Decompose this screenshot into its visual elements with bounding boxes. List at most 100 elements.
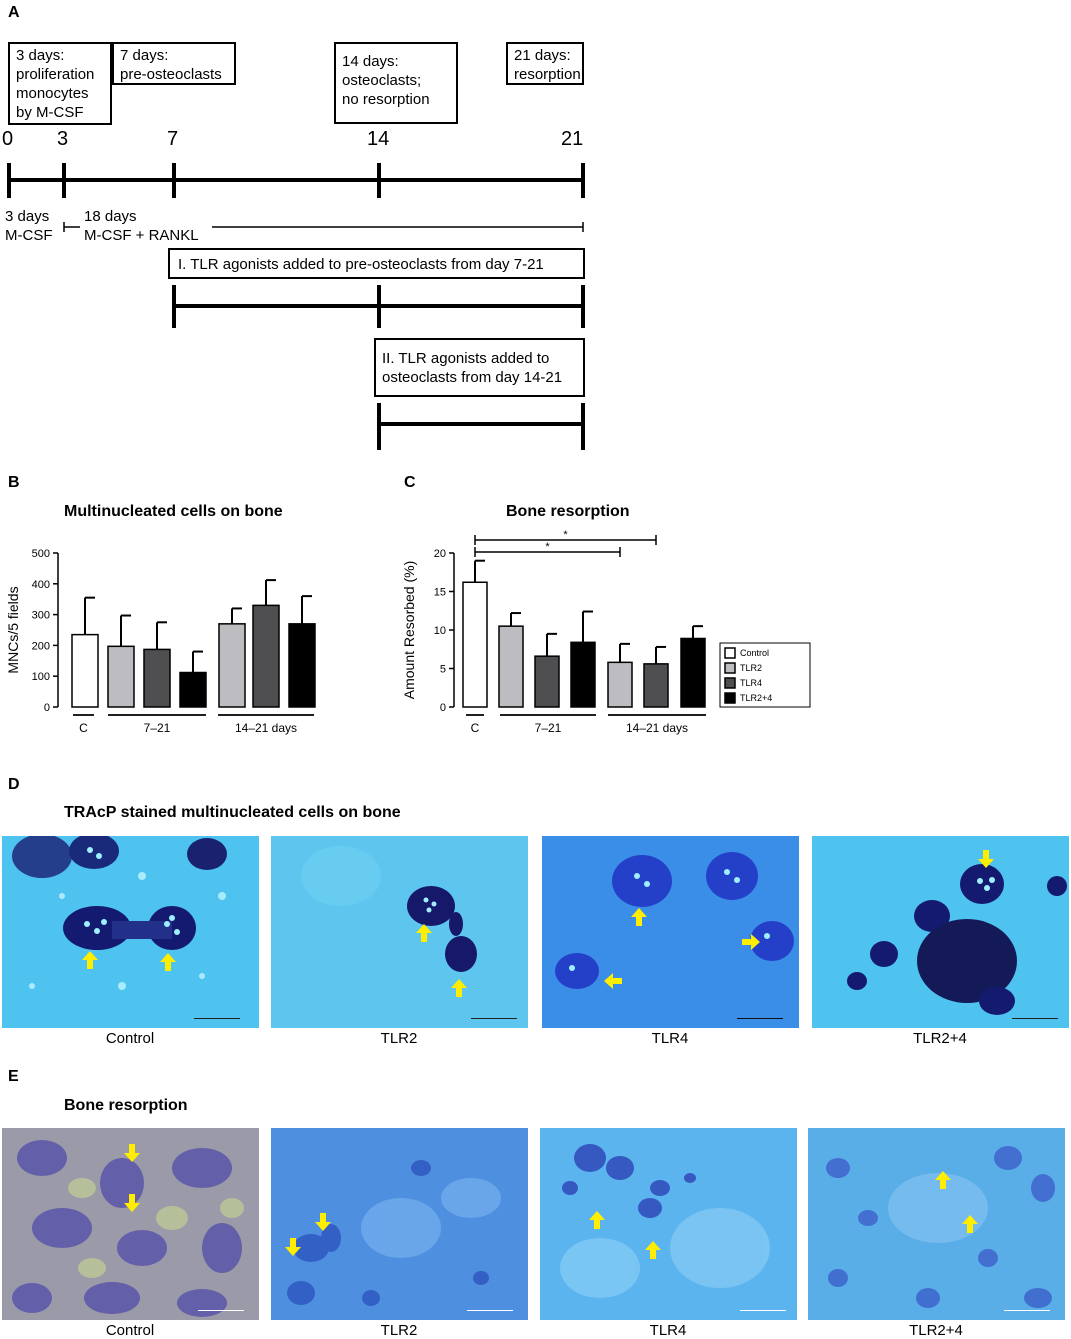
panel-a-letter: A (8, 4, 20, 21)
group-label: C (471, 721, 480, 735)
bar (143, 648, 171, 708)
chart-b-title: Multinucleated cells on bone (64, 503, 283, 520)
group-label: 14–21 days (626, 721, 688, 735)
panel-d-title: TRAcP stained multinucleated cells on bo… (64, 804, 401, 821)
caption-e-tlr24: TLR2+4 (909, 1322, 963, 1339)
scale-bar (1004, 1310, 1050, 1311)
bar (288, 623, 316, 708)
scale-bar (471, 1018, 517, 1019)
y-axis-label: Amount Resorbed (%) (401, 561, 417, 700)
note-mcsf: 3 days M-CSF (5, 208, 53, 244)
y-tick-label: 400 (32, 579, 50, 591)
bar (107, 645, 135, 708)
bar (643, 663, 669, 708)
timeline-box-day7: 7 days: pre-osteoclasts (112, 42, 236, 85)
bar (252, 604, 280, 708)
y-tick-label: 300 (32, 610, 50, 622)
legend-swatch (724, 647, 736, 659)
caption-d-tlr24: TLR2+4 (913, 1030, 967, 1047)
y-axis-label: MNCs/5 fields (5, 586, 21, 673)
caption-d-tlr4: TLR4 (651, 1030, 689, 1047)
bar (570, 641, 596, 708)
caption-e-tlr4: TLR4 (649, 1322, 687, 1339)
timeline-tick-7: 7 (167, 128, 179, 150)
panel-d-letter: D (8, 776, 20, 793)
micrograph-e-tlr2 (271, 1128, 528, 1320)
timeline-tick-0: 0 (2, 128, 14, 150)
group-label: 7–21 (535, 721, 562, 735)
scale-bar (194, 1018, 240, 1019)
micrograph-d-tlr2-image (271, 836, 528, 1028)
y-tick-label: 5 (440, 664, 446, 676)
panel-e-letter: E (8, 1068, 19, 1085)
group-label: 14–21 days (235, 721, 297, 735)
micrograph-d-tlr2 (271, 836, 528, 1028)
bar (71, 633, 99, 708)
protocol-1-box: I. TLR agonists added to pre-osteoclasts… (168, 248, 585, 279)
y-tick-label: 100 (32, 671, 50, 683)
protocol-2-box: II. TLR agonists added to osteoclasts fr… (374, 338, 585, 397)
legend-swatch (724, 677, 736, 689)
bar (607, 661, 633, 708)
micrograph-e-tlr24 (808, 1128, 1065, 1320)
group-label: 7–21 (144, 721, 171, 735)
y-tick-label: 0 (440, 702, 446, 714)
bar (462, 581, 488, 708)
micrograph-e-tlr4 (540, 1128, 797, 1320)
y-tick-label: 0 (44, 702, 50, 714)
significance-star: * (545, 541, 550, 553)
bar (498, 625, 524, 708)
panel-b-letter: B (8, 474, 20, 491)
y-tick-label: 500 (32, 548, 50, 560)
micrograph-d-tlr4 (542, 836, 799, 1028)
y-tick-label: 10 (434, 625, 446, 637)
scale-bar (1012, 1018, 1058, 1019)
scale-bar (737, 1018, 783, 1019)
panel-e-title: Bone resorption (64, 1097, 188, 1114)
micrograph-e-tlr4-image (540, 1128, 797, 1320)
caption-d-control: Control (105, 1030, 155, 1047)
timeline-tick-21: 21 (561, 128, 584, 150)
micrograph-e-control-image (2, 1128, 259, 1320)
bar (534, 655, 560, 708)
timeline-lines (7, 163, 585, 450)
legend-label: Control (740, 648, 769, 658)
caption-e-tlr2: TLR2 (380, 1322, 418, 1339)
timeline-box-day14: 14 days: osteoclasts; no resorption (334, 42, 458, 124)
group-label: C (79, 721, 88, 735)
chart-c: 0 5 10 15 20 Amount Resorbed (%) C 7–21 14–21 da… (401, 530, 811, 735)
micrograph-d-tlr24 (812, 836, 1069, 1028)
micrograph-d-control (2, 836, 259, 1028)
y-tick-label: 20 (434, 548, 446, 560)
scale-bar (467, 1310, 513, 1311)
legend-label: TLR2+4 (740, 693, 772, 703)
legend-label: TLR2 (740, 663, 762, 673)
micrograph-e-tlr24-image (808, 1128, 1065, 1320)
chart-b: 0 100 200 300 400 500 MNCs/5 fields C 7–21 14–21 … (5, 548, 316, 735)
significance-star: * (563, 530, 568, 541)
legend-swatch (724, 692, 736, 704)
legend-swatch (724, 662, 736, 674)
timeline-box-day21: 21 days: resorption (506, 42, 584, 85)
timeline-tick-14: 14 (367, 128, 390, 150)
micrograph-e-tlr2-image (271, 1128, 528, 1320)
scale-bar (198, 1310, 244, 1311)
panel-c-letter: C (404, 474, 416, 491)
caption-e-control: Control (105, 1322, 155, 1339)
micrograph-d-tlr4-image (542, 836, 799, 1028)
caption-d-tlr2: TLR2 (380, 1030, 418, 1047)
micrograph-e-control (2, 1128, 259, 1320)
timeline-tick-3: 3 (57, 128, 69, 150)
chart-c-title: Bone resorption (506, 503, 630, 520)
bar (680, 637, 706, 708)
micrograph-d-control-image (2, 836, 259, 1028)
bar (179, 671, 207, 708)
micrograph-d-tlr24-image (812, 836, 1069, 1028)
scale-bar (740, 1310, 786, 1311)
note-rankl: 18 days M-CSF + RANKL (84, 208, 199, 244)
timeline-box-day3: 3 days: proliferation monocytes by M-CSF (8, 42, 112, 125)
y-tick-label: 200 (32, 640, 50, 652)
y-tick-label: 15 (434, 587, 446, 599)
bar (218, 623, 246, 708)
legend-label: TLR4 (740, 678, 762, 688)
